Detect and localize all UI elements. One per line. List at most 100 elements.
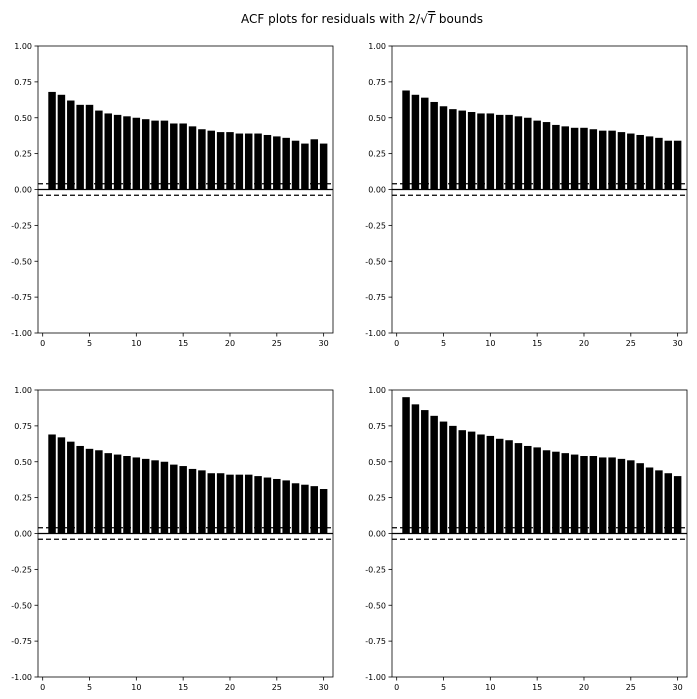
y-tick-label: 0.50 bbox=[368, 458, 386, 467]
acf-bar bbox=[636, 134, 644, 190]
acf-bar bbox=[449, 425, 457, 534]
acf-bar bbox=[636, 463, 644, 534]
acf-bar bbox=[263, 134, 272, 190]
acf-bar bbox=[570, 127, 579, 190]
acf-bar bbox=[104, 113, 112, 190]
acf-bar bbox=[310, 139, 319, 190]
figure-title-radicand: T bbox=[428, 12, 437, 26]
x-tick-label: 25 bbox=[272, 683, 282, 692]
x-tick-label: 10 bbox=[131, 683, 141, 692]
y-tick-label: -0.75 bbox=[365, 293, 386, 302]
acf-bar bbox=[561, 453, 569, 534]
acf-bar bbox=[402, 397, 410, 534]
y-tick-label: 0.25 bbox=[14, 150, 32, 159]
x-tick-label: 5 bbox=[441, 339, 446, 348]
acf-bar bbox=[514, 116, 523, 190]
acf-bar bbox=[627, 133, 635, 190]
acf-bar bbox=[282, 480, 290, 534]
acf-bar bbox=[598, 457, 607, 534]
y-tick-label: -0.75 bbox=[11, 637, 32, 646]
acf-bar bbox=[48, 434, 56, 534]
acf-bar bbox=[179, 123, 187, 190]
acf-bar bbox=[226, 132, 234, 190]
acf-bar bbox=[207, 130, 215, 190]
acf-bar bbox=[151, 460, 159, 534]
y-tick-label: -0.25 bbox=[365, 565, 386, 574]
acf-bar bbox=[235, 474, 244, 534]
acf-panel-1: -1.00 -0.75 -0.50 -0.25 0.00 0.25 0.50 0.75 1.00… bbox=[11, 42, 334, 348]
x-tick-label: 0 bbox=[394, 683, 399, 692]
acf-bar bbox=[673, 476, 682, 534]
x-tick-label: 10 bbox=[485, 339, 495, 348]
acf-bar bbox=[244, 133, 253, 190]
x-tick-label: 5 bbox=[87, 683, 92, 692]
x-tick-label: 25 bbox=[626, 339, 636, 348]
acf-bar bbox=[608, 130, 616, 190]
y-tick-label: 0.25 bbox=[368, 150, 386, 159]
x-tick-label: 30 bbox=[673, 683, 683, 692]
x-tick-label: 5 bbox=[441, 683, 446, 692]
acf-bar bbox=[95, 110, 103, 190]
acf-bar bbox=[655, 470, 663, 534]
acf-bar bbox=[291, 483, 300, 534]
x-tick-label: 10 bbox=[485, 683, 495, 692]
acf-bar bbox=[57, 94, 66, 190]
acf-bar bbox=[673, 140, 682, 190]
acf-bar bbox=[533, 447, 541, 534]
y-tick-label: 0.25 bbox=[14, 494, 32, 503]
acf-bar bbox=[273, 136, 281, 190]
acf-bar bbox=[627, 460, 635, 534]
y-tick-label: 0.50 bbox=[14, 458, 32, 467]
y-tick-label: -0.25 bbox=[11, 221, 32, 230]
figure-title-suffix: bounds bbox=[435, 12, 483, 26]
y-tick-label: -0.25 bbox=[365, 221, 386, 230]
acf-bar bbox=[170, 464, 178, 534]
acf-bar bbox=[263, 477, 272, 534]
acf-bar bbox=[151, 120, 159, 190]
acf-bar bbox=[411, 94, 420, 190]
y-tick-label: -0.75 bbox=[11, 293, 32, 302]
acf-panel-4: -1.00 -0.75 -0.50 -0.25 0.00 0.25 0.50 0.75 1.00… bbox=[365, 386, 688, 692]
x-tick-label: 20 bbox=[225, 683, 235, 692]
acf-bar bbox=[319, 143, 328, 190]
acf-bar bbox=[645, 467, 654, 534]
acf-bar bbox=[598, 130, 607, 190]
x-tick-label: 20 bbox=[579, 683, 589, 692]
y-tick-label: -0.25 bbox=[11, 565, 32, 574]
y-tick-label: 0.50 bbox=[368, 114, 386, 123]
acf-bar bbox=[449, 109, 457, 190]
acf-bar bbox=[113, 114, 122, 190]
acf-bar bbox=[170, 123, 178, 190]
acf-bar bbox=[402, 90, 410, 190]
acf-bar bbox=[254, 476, 262, 534]
acf-bar bbox=[188, 468, 197, 534]
x-tick-label: 30 bbox=[319, 683, 329, 692]
x-tick-label: 0 bbox=[40, 683, 45, 692]
acf-bar bbox=[421, 410, 429, 534]
acf-bar bbox=[430, 101, 438, 190]
acf-bar bbox=[48, 91, 56, 190]
acf-bar bbox=[589, 456, 598, 534]
acf-bar bbox=[467, 112, 476, 190]
acf-bar bbox=[226, 474, 234, 534]
x-tick-label: 30 bbox=[673, 339, 683, 348]
acf-bar bbox=[524, 445, 532, 534]
acf-bar bbox=[254, 133, 262, 190]
acf-bar bbox=[486, 435, 495, 534]
y-tick-label: -0.50 bbox=[11, 257, 32, 266]
acf-bar bbox=[160, 120, 169, 190]
acf-bar bbox=[664, 473, 673, 534]
x-tick-label: 25 bbox=[272, 339, 282, 348]
acf-bar bbox=[421, 97, 429, 190]
y-tick-label: 1.00 bbox=[368, 42, 386, 51]
acf-bar bbox=[552, 124, 560, 190]
y-tick-label: 1.00 bbox=[368, 386, 386, 395]
figure-title: ACF plots for residuals with 2/√T bounds bbox=[241, 12, 483, 26]
acf-bar bbox=[319, 489, 328, 534]
acf-bar bbox=[458, 110, 466, 190]
acf-bar bbox=[655, 137, 663, 190]
acf-panel-3: -1.00 -0.75 -0.50 -0.25 0.00 0.25 0.50 0.75 1.00… bbox=[11, 386, 334, 692]
acf-bar bbox=[85, 448, 94, 534]
y-tick-label: -1.00 bbox=[11, 673, 32, 682]
